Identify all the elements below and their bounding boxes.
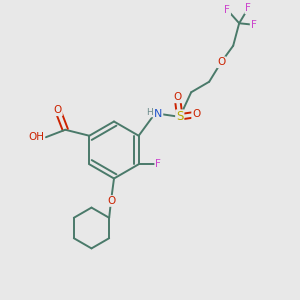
Text: O: O [54,105,62,115]
Text: O: O [217,57,225,67]
Text: F: F [250,20,256,30]
Text: O: O [107,196,115,206]
Text: OH: OH [28,132,44,142]
Text: N: N [154,109,162,119]
Text: F: F [245,3,251,13]
Text: O: O [173,92,181,102]
Text: F: F [155,159,161,169]
Text: H: H [146,108,153,116]
Text: S: S [176,110,184,123]
Text: F: F [224,5,230,15]
Text: O: O [192,110,200,119]
